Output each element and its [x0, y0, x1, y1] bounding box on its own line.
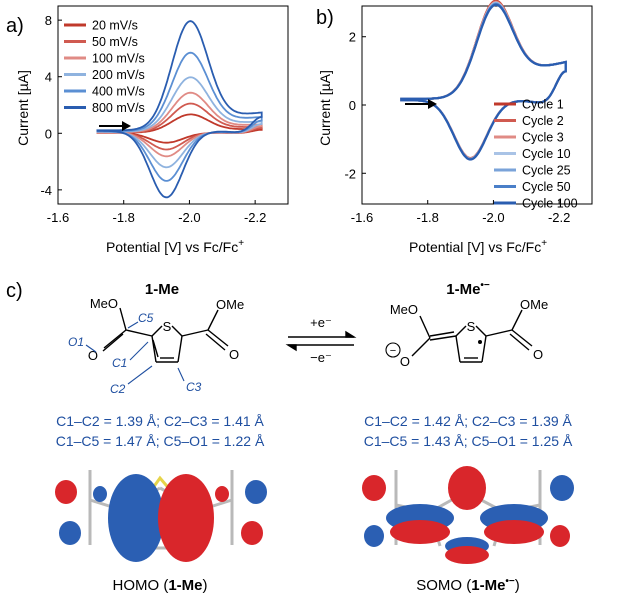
- label-c1: C1: [112, 356, 127, 370]
- right-bonds-line2: C1–C5 = 1.43 Å; C5–O1 = 1.25 Å: [364, 433, 573, 449]
- y-tick-label: 4: [45, 70, 52, 85]
- homo-caption: HOMO (1-Me): [112, 577, 207, 594]
- legend-label: 100 mV/s: [92, 52, 145, 66]
- series-line-800-mv-s: [96, 20, 263, 199]
- x-tick-label: -2.0: [482, 210, 504, 225]
- x-ticks-b: -1.6 -1.8 -2.0 -2.2: [351, 200, 570, 225]
- y-ticks-b: -2 0 2: [344, 30, 366, 181]
- y-ticks-a: -4 0 4 8: [40, 13, 62, 198]
- y-tick-label: 0: [45, 126, 52, 141]
- scan-direction-arrow-a: [99, 121, 131, 131]
- x-tick-label: -1.8: [417, 210, 439, 225]
- scan-direction-arrow-b: [405, 99, 437, 109]
- plot-frame-a: [57, 5, 289, 205]
- right-sulfur: S: [467, 319, 476, 334]
- left-carbonyl-o: O: [229, 347, 239, 362]
- x-tick-label: -1.6: [351, 210, 373, 225]
- series-line-20-mv-s: [96, 113, 263, 144]
- molecule-panel: c) 1-Me S MeO OMe O O O: [6, 280, 574, 594]
- left-sulfur: S: [163, 319, 172, 334]
- x-axis-label-a: Potential [V] vs Fc/Fc+: [106, 238, 244, 255]
- radical-dot-icon: [478, 340, 482, 344]
- series-line-cycle-100: [400, 3, 567, 161]
- right-meo: MeO: [390, 302, 418, 317]
- right-structure: [411, 309, 533, 363]
- right-carbonyl-o: O: [533, 347, 543, 362]
- oxidation-label: −e⁻: [310, 350, 332, 365]
- cv-curves-a: [96, 20, 263, 199]
- cv-curves-b: [400, 0, 567, 161]
- reduction-label: +e⁻: [310, 315, 332, 330]
- legend-label: Cycle 25: [522, 164, 571, 178]
- y-tick-label: -4: [40, 183, 52, 198]
- left-bonds-line1: C1–C2 = 1.39 Å; C2–C3 = 1.41 Å: [56, 413, 264, 429]
- left-meo: MeO: [90, 296, 118, 311]
- label-c3: C3: [186, 380, 202, 394]
- left-molecule-title: 1-Me: [145, 281, 179, 298]
- cv-scan-rate-chart: a) -1.6 -1.8 -2.0 -2.2 -4 0 4 8 Potential [V] …: [6, 5, 289, 255]
- label-o1: O1: [68, 335, 84, 349]
- atom-label-arrows: [85, 321, 185, 385]
- legend-label: Cycle 3: [522, 131, 564, 145]
- right-molecule-title: 1-Me•−: [446, 280, 490, 298]
- left-ome: OMe: [216, 297, 244, 312]
- homo-orbital-image: [55, 470, 267, 562]
- series-line-50-mv-s: [96, 102, 263, 151]
- equilibrium-arrows: [285, 330, 357, 352]
- right-bonds-line1: C1–C2 = 1.42 Å; C2–C3 = 1.39 Å: [364, 413, 572, 429]
- panel-label-b: b): [316, 7, 334, 29]
- left-structure: [102, 307, 229, 363]
- legend-label: 50 mV/s: [92, 35, 138, 49]
- right-enolate-o: O: [400, 354, 410, 369]
- cv-cycle-chart: b) -1.6 -1.8 -2.0 -2.2 -2 0 2 Potential [V] v…: [316, 0, 593, 255]
- atom-labels-left: O1 C5 C1 C2 C3: [68, 311, 202, 396]
- somo-caption: SOMO (1-Me•−): [416, 576, 520, 594]
- y-axis-label-b: Current [µA]: [317, 70, 333, 146]
- label-c5: C5: [138, 311, 154, 325]
- negative-charge-icon: [385, 342, 401, 358]
- label-c2: C2: [110, 382, 126, 396]
- left-carbonyl-o1-atom: O: [88, 348, 98, 363]
- x-tick-label: -1.8: [113, 210, 135, 225]
- legend-label: Cycle 1: [522, 98, 564, 112]
- series-line-400-mv-s: [96, 51, 263, 182]
- y-axis-label-a: Current [µA]: [15, 70, 31, 146]
- negative-charge-sign: −: [390, 345, 396, 357]
- x-tick-label: -2.2: [548, 210, 570, 225]
- legend-label: 400 mV/s: [92, 85, 145, 99]
- y-tick-label: 0: [349, 98, 356, 113]
- legend-label: 200 mV/s: [92, 68, 145, 82]
- legend-label: Cycle 50: [522, 180, 571, 194]
- legend-label: Cycle 2: [522, 114, 564, 128]
- panel-label-a: a): [6, 15, 24, 37]
- x-ticks-a: -1.6 -1.8 -2.0 -2.2: [47, 200, 266, 225]
- series-line-200-mv-s: [96, 76, 263, 169]
- y-tick-label: 2: [349, 30, 356, 45]
- bond-lengths: C1–C2 = 1.39 Å; C2–C3 = 1.41 Å C1–C5 = 1…: [56, 413, 573, 449]
- legend-b: Cycle 1 Cycle 2 Cycle 3 Cycle 10 Cycle 25 Cyc…: [494, 98, 578, 211]
- x-tick-label: -1.6: [47, 210, 69, 225]
- legend-label: Cycle 100: [522, 197, 578, 211]
- y-tick-label: -2: [344, 166, 356, 181]
- left-bonds-line2: C1–C5 = 1.47 Å; C5–O1 = 1.22 Å: [56, 433, 265, 449]
- x-axis-label-b: Potential [V] vs Fc/Fc+: [409, 238, 547, 255]
- legend-label: Cycle 10: [522, 147, 571, 161]
- panel-label-c: c): [6, 280, 23, 302]
- right-ome: OMe: [520, 297, 548, 312]
- series-line-100-mv-s: [96, 91, 263, 158]
- legend-a: 20 mV/s 50 mV/s 100 mV/s 200 mV/s 400 mV/s 80…: [64, 19, 145, 115]
- somo-orbital-image: [362, 466, 574, 564]
- x-tick-label: -2.0: [178, 210, 200, 225]
- legend-label: 20 mV/s: [92, 19, 138, 33]
- y-tick-label: 8: [45, 13, 52, 28]
- x-tick-label: -2.2: [244, 210, 266, 225]
- legend-label: 800 mV/s: [92, 101, 145, 115]
